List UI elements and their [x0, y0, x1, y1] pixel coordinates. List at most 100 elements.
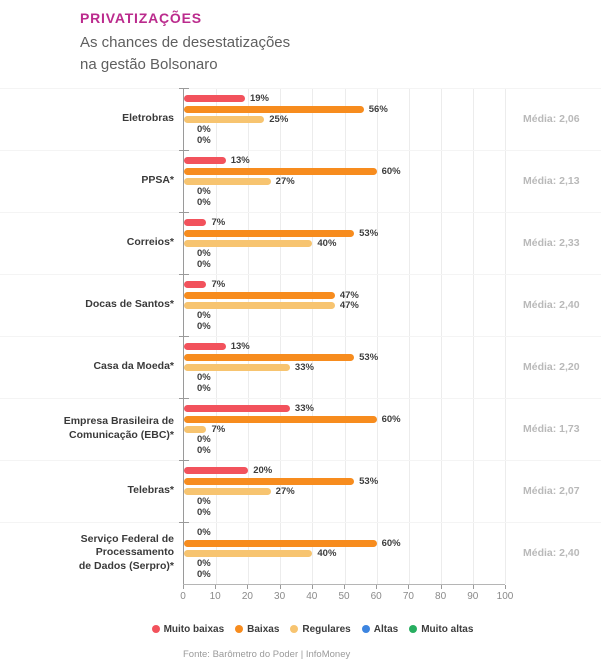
series-entry: 13%: [184, 155, 505, 166]
gridline: [408, 336, 410, 398]
bar-baixas: [184, 291, 335, 299]
gridline: [344, 274, 346, 336]
x-axis-tick-label: 50: [338, 590, 350, 602]
x-axis-tick: [183, 584, 184, 589]
gridline: [472, 336, 474, 398]
category-label: Empresa Brasileira de Comunicação (EBC)*: [0, 399, 183, 460]
gridline: [408, 88, 410, 150]
value-label: 0%: [197, 434, 211, 446]
x-axis-tick-label: 0: [180, 590, 186, 602]
chart-category-group: Serviço Federal de Processamento de Dados…: [0, 521, 601, 584]
chart-category-group: Casa da Moeda* 13% 53% 33% 0% 0% Média: 2,20: [0, 335, 601, 398]
gridline: [248, 398, 250, 460]
category-label: Correios*: [0, 213, 183, 274]
category-label: Telebras*: [0, 461, 183, 522]
category-label: Docas de Santos*: [0, 275, 183, 336]
value-label: 0%: [197, 496, 211, 508]
category-label-line: PPSA*: [141, 174, 174, 187]
gridline: [472, 212, 474, 274]
category-label: Eletrobras: [0, 89, 183, 150]
series-entry: 7%: [184, 423, 505, 435]
media-label: Média: 1,73: [523, 423, 580, 435]
plot-area: 7% 53% 40% 0% 0%: [179, 211, 506, 274]
x-axis-tick: [376, 584, 378, 589]
bar-chart: Eletrobras 19% 56% 25% 0% 0% Média: 2,06 PPSA* 1…: [0, 87, 601, 584]
legend-dot-icon: [151, 625, 160, 633]
bar-baixas: [184, 353, 355, 361]
gridline: [376, 212, 378, 274]
value-label: 33%: [294, 361, 314, 373]
x-axis-tick-label: 100: [496, 590, 514, 602]
value-label: 0%: [197, 248, 211, 260]
gridline: [376, 398, 378, 460]
x-axis-tick: [440, 584, 442, 589]
gridline: [472, 150, 474, 212]
x-axis-tick-label: 30: [274, 590, 286, 602]
x-axis-tick-label: 60: [370, 590, 382, 602]
value-label: 27%: [275, 175, 295, 187]
legend-label: Muito baixas: [163, 623, 225, 635]
series-entry: 0%: [184, 558, 505, 569]
value-label: 33%: [294, 403, 314, 415]
gridline: [440, 398, 442, 460]
series-entry: 60%: [184, 414, 505, 425]
value-label: 13%: [230, 341, 250, 353]
source-attribution: Fonte: Barômetro do Poder | InfoMoney: [183, 648, 351, 660]
gridline: [344, 336, 346, 398]
gridline: [344, 398, 346, 460]
chart-category-group: PPSA* 13% 60% 27% 0% 0% Média: 2,13: [0, 149, 601, 212]
media-label: Média: 2,06: [523, 113, 580, 125]
value-label: 53%: [359, 351, 379, 363]
gridline: [440, 274, 442, 336]
x-axis-tick: [311, 584, 313, 589]
page-subtitle: As chances de desestatizações na gestão …: [80, 32, 601, 76]
series-entry: 0%: [184, 445, 505, 456]
gridline: [472, 88, 474, 150]
bar-muito-baixas: [184, 343, 226, 351]
x-axis-tick: [247, 584, 249, 589]
gridline: [472, 398, 474, 460]
category-label-line: Serviço Federal de Processamento: [80, 532, 174, 559]
x-axis-tick: [472, 584, 474, 589]
gridline: [440, 522, 442, 584]
bar-regulares: [184, 487, 271, 495]
subtitle-line-1: As chances de desestatizações: [80, 34, 291, 51]
gridline: [472, 460, 474, 522]
series-entry: 0%: [184, 186, 505, 197]
value-label: 7%: [211, 423, 226, 435]
series-entry: 47%: [184, 290, 505, 301]
page-title: PRIVATIZAÇÕES: [80, 10, 202, 26]
series-entry: 60%: [184, 538, 505, 549]
series-entry: 0%: [184, 372, 505, 383]
gridline: [440, 336, 442, 398]
gridline: [376, 460, 378, 522]
series-entry: 0%: [184, 527, 505, 538]
subtitle-line-2: na gestão Bolsonaro: [80, 55, 218, 73]
x-axis-tick: [344, 584, 345, 589]
x-axis-tick-label: 10: [209, 590, 221, 602]
bar-baixas: [184, 539, 377, 547]
gridline: [440, 150, 442, 212]
gridline: [312, 460, 314, 522]
gridline: [505, 398, 506, 460]
gridline: [280, 88, 282, 150]
x-axis-tick-label: 20: [241, 590, 253, 602]
gridline: [312, 398, 314, 460]
series-entry: 0%: [184, 569, 505, 580]
series-entry: 0%: [184, 321, 505, 332]
gridline: [376, 274, 378, 336]
gridline: [505, 274, 506, 336]
series-entry: 0%: [184, 248, 505, 260]
gridline: [344, 212, 346, 274]
legend-dot-icon: [409, 625, 418, 633]
value-label: 56%: [368, 103, 388, 115]
gridline: [408, 274, 410, 336]
gridline: [280, 398, 282, 460]
plot-area: 7% 47% 47% 0% 0%: [179, 273, 506, 336]
media-label: Média: 2,40: [523, 299, 580, 311]
gridline: [408, 150, 410, 212]
series-entry: 0%: [184, 259, 505, 270]
series-entry: 7%: [184, 279, 505, 290]
x-axis-tick: [279, 584, 281, 589]
series-entry: 27%: [184, 486, 505, 497]
